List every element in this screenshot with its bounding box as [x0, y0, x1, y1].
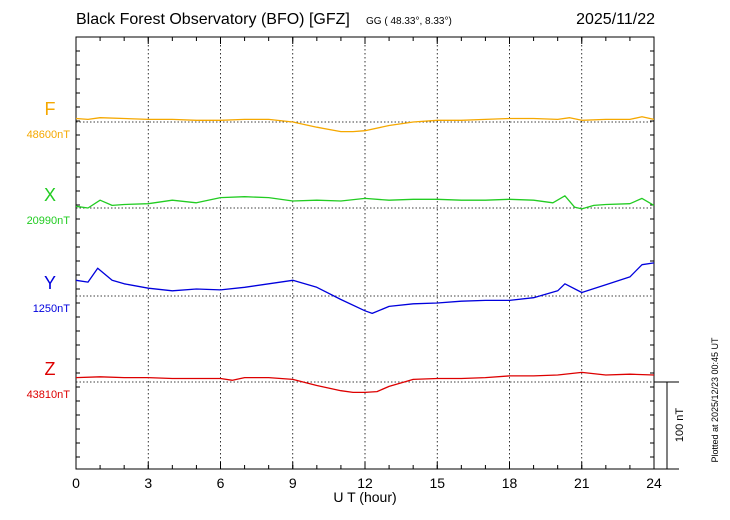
plotted-note: Plotted at 2025/12/23 00:45 UT — [710, 337, 720, 463]
series-baseline-label-x: 20990nT — [27, 215, 71, 227]
scale-bar: 100 nT — [654, 381, 686, 470]
x-axis-label: U T (hour) — [333, 489, 396, 505]
grid-lines — [147, 37, 583, 469]
series-name-z: Z — [45, 359, 56, 379]
series-baseline-label-z: 43810nT — [27, 389, 71, 401]
x-tick-label: 12 — [357, 475, 373, 491]
series-line-f — [75, 116, 655, 133]
series-name-x: X — [44, 185, 56, 205]
series-baseline-label-f: 48600nT — [27, 129, 71, 141]
x-tick-label: 21 — [574, 475, 590, 491]
x-tick-label: 3 — [144, 475, 152, 491]
scale-bar-label: 100 nT — [674, 408, 686, 443]
series-name-y: Y — [44, 273, 56, 293]
chart-title: Black Forest Observatory (BFO) [GFZ] — [76, 11, 350, 28]
chart-date: 2025/11/22 — [576, 11, 655, 28]
series-line-y — [75, 262, 655, 315]
series-labels: F 48600nT X 20990nT Y 1250nT Z 43810nT — [27, 99, 71, 401]
series-baseline-label-y: 1250nT — [33, 303, 71, 315]
x-tick-label: 9 — [289, 475, 297, 491]
series-line-z — [75, 371, 655, 394]
x-tick-label: 6 — [217, 475, 225, 491]
x-tick-label: 24 — [646, 475, 662, 491]
series-lines — [75, 116, 655, 394]
chart-coords: GG ( 48.33°, 8.33°) — [366, 16, 452, 27]
x-tick-label: 0 — [72, 475, 80, 491]
x-axis-ticks: 0 3 6 9 12 15 18 21 24 — [72, 37, 662, 491]
x-tick-label: 18 — [502, 475, 518, 491]
series-line-x — [75, 195, 655, 210]
x-tick-label: 15 — [429, 475, 445, 491]
series-name-f: F — [45, 99, 56, 119]
